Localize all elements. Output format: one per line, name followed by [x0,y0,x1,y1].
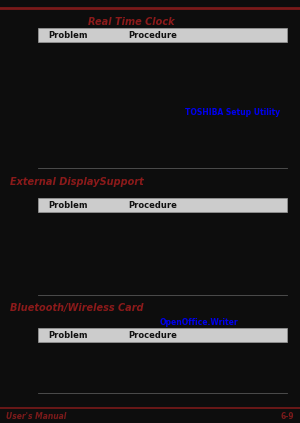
Text: Problem: Problem [48,30,88,39]
Text: 6-9: 6-9 [280,412,294,420]
Text: User's Manual: User's Manual [6,412,66,420]
Text: Procedure: Procedure [128,30,177,39]
Text: Problem: Problem [48,201,88,209]
Text: Real Time Clock: Real Time Clock [88,17,175,27]
Text: External DisplaySupport: External DisplaySupport [10,177,144,187]
Text: OpenOffice.Writer: OpenOffice.Writer [160,318,238,327]
Text: Procedure: Procedure [128,330,177,340]
Text: Problem: Problem [48,330,88,340]
Text: Procedure: Procedure [128,201,177,209]
Text: TOSHIBA Setup Utility: TOSHIBA Setup Utility [185,107,280,116]
FancyBboxPatch shape [38,328,287,342]
FancyBboxPatch shape [38,198,287,212]
FancyBboxPatch shape [38,28,287,42]
Text: Bluetooth/Wireless Card: Bluetooth/Wireless Card [10,303,143,313]
